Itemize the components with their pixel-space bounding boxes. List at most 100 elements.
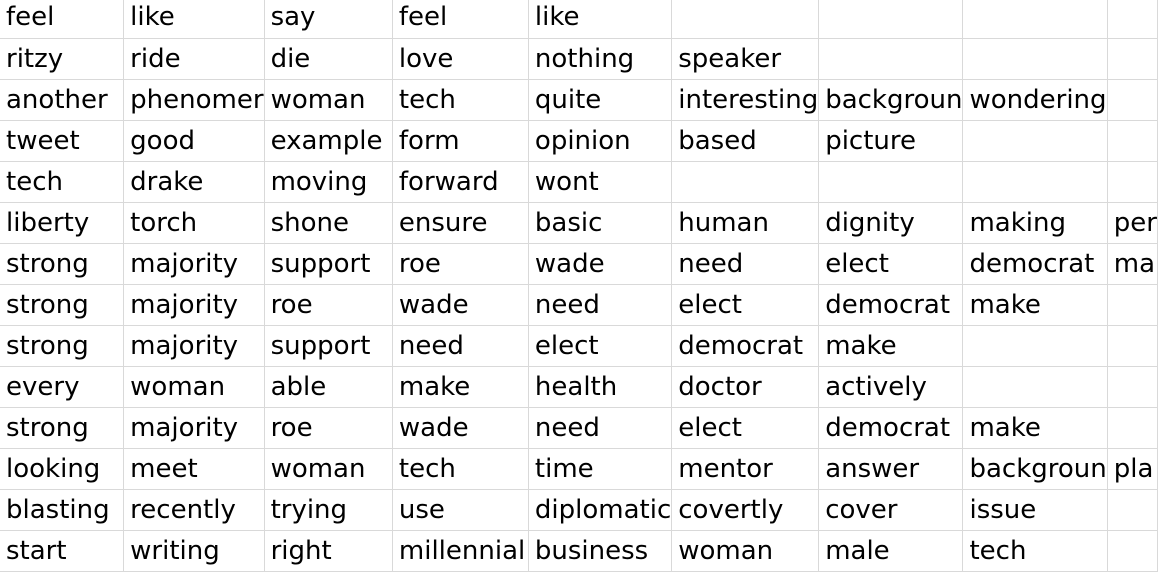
sheet-cell[interactable]: business <box>528 530 673 572</box>
sheet-cell[interactable]: basic <box>528 202 673 244</box>
sheet-cell[interactable]: make <box>962 407 1108 449</box>
sheet-cell[interactable]: say <box>264 0 393 39</box>
sheet-cell[interactable]: health <box>528 366 673 408</box>
sheet-cell[interactable]: support <box>264 243 393 285</box>
sheet-cell[interactable]: need <box>528 284 673 326</box>
sheet-cell[interactable]: meet <box>123 448 265 490</box>
sheet-cell[interactable] <box>962 38 1108 80</box>
sheet-cell[interactable]: every <box>0 366 125 408</box>
sheet-cell[interactable]: making <box>962 202 1108 244</box>
sheet-cell[interactable]: liberty <box>0 202 125 244</box>
sheet-cell[interactable]: drake <box>123 161 265 203</box>
sheet-cell[interactable] <box>1107 489 1158 531</box>
sheet-cell[interactable]: majority <box>123 325 265 367</box>
sheet-cell[interactable]: good <box>123 120 265 162</box>
sheet-cell[interactable]: democrat <box>818 407 964 449</box>
sheet-cell[interactable]: shone <box>264 202 393 244</box>
sheet-cell[interactable]: moving <box>264 161 393 203</box>
sheet-cell[interactable]: trying <box>264 489 393 531</box>
sheet-cell[interactable]: need <box>671 243 820 285</box>
sheet-cell[interactable]: strong <box>0 407 125 449</box>
sheet-cell[interactable]: dignity <box>818 202 964 244</box>
sheet-cell[interactable]: ritzy <box>0 38 125 80</box>
sheet-cell[interactable]: wade <box>392 284 529 326</box>
sheet-cell[interactable]: need <box>392 325 529 367</box>
sheet-cell[interactable]: quite <box>528 79 673 121</box>
sheet-cell[interactable]: woman <box>264 79 393 121</box>
sheet-cell[interactable]: elect <box>671 407 820 449</box>
sheet-cell[interactable]: make <box>818 325 964 367</box>
sheet-cell[interactable]: tech <box>392 79 529 121</box>
sheet-cell[interactable]: able <box>264 366 393 408</box>
sheet-cell[interactable]: human <box>671 202 820 244</box>
sheet-cell[interactable]: make <box>962 284 1108 326</box>
sheet-cell[interactable]: majority <box>123 243 265 285</box>
sheet-cell[interactable]: ensure <box>392 202 529 244</box>
sheet-cell[interactable]: strong <box>0 284 125 326</box>
sheet-cell[interactable]: tech <box>392 448 529 490</box>
sheet-cell[interactable] <box>671 0 820 39</box>
sheet-cell[interactable] <box>1107 284 1158 326</box>
sheet-cell[interactable]: majority <box>123 284 265 326</box>
sheet-cell[interactable]: start <box>0 530 125 572</box>
sheet-cell[interactable]: democrat <box>671 325 820 367</box>
sheet-cell[interactable]: based <box>671 120 820 162</box>
sheet-cell[interactable]: roe <box>392 243 529 285</box>
sheet-cell[interactable]: backgroun <box>818 79 964 121</box>
sheet-cell[interactable]: covertly <box>671 489 820 531</box>
sheet-cell[interactable]: male <box>818 530 964 572</box>
sheet-cell[interactable]: strong <box>0 243 125 285</box>
sheet-cell[interactable]: majority <box>123 407 265 449</box>
sheet-cell[interactable]: time <box>528 448 673 490</box>
sheet-cell[interactable]: elect <box>671 284 820 326</box>
sheet-cell[interactable]: wade <box>528 243 673 285</box>
sheet-cell[interactable]: wade <box>392 407 529 449</box>
sheet-cell[interactable] <box>1107 366 1158 408</box>
sheet-cell[interactable] <box>671 161 820 203</box>
sheet-cell[interactable]: support <box>264 325 393 367</box>
sheet-cell[interactable]: make <box>392 366 529 408</box>
sheet-cell[interactable]: backgroun <box>962 448 1108 490</box>
sheet-cell[interactable]: wont <box>528 161 673 203</box>
sheet-cell[interactable]: democrat <box>962 243 1108 285</box>
sheet-cell[interactable]: roe <box>264 284 393 326</box>
sheet-cell[interactable]: elect <box>818 243 964 285</box>
sheet-cell[interactable]: pla <box>1107 448 1158 490</box>
sheet-cell[interactable]: feel <box>392 0 529 39</box>
sheet-cell[interactable]: die <box>264 38 393 80</box>
sheet-cell[interactable]: blasting <box>0 489 125 531</box>
sheet-cell[interactable] <box>1107 38 1158 80</box>
sheet-cell[interactable]: doctor <box>671 366 820 408</box>
sheet-cell[interactable] <box>1107 161 1158 203</box>
sheet-cell[interactable]: ma <box>1107 243 1158 285</box>
sheet-cell[interactable] <box>1107 325 1158 367</box>
sheet-cell[interactable]: love <box>392 38 529 80</box>
sheet-cell[interactable] <box>1107 79 1158 121</box>
sheet-cell[interactable]: woman <box>671 530 820 572</box>
sheet-cell[interactable]: mentor <box>671 448 820 490</box>
sheet-cell[interactable]: democrat <box>818 284 964 326</box>
sheet-cell[interactable] <box>818 38 964 80</box>
sheet-cell[interactable]: elect <box>528 325 673 367</box>
sheet-cell[interactable]: diplomatic <box>528 489 673 531</box>
sheet-cell[interactable]: opinion <box>528 120 673 162</box>
sheet-cell[interactable]: interesting <box>671 79 820 121</box>
sheet-cell[interactable]: speaker <box>671 38 820 80</box>
sheet-cell[interactable]: right <box>264 530 393 572</box>
sheet-cell[interactable]: tech <box>962 530 1108 572</box>
sheet-cell[interactable]: millennial <box>392 530 529 572</box>
sheet-cell[interactable]: forward <box>392 161 529 203</box>
sheet-cell[interactable]: answer <box>818 448 964 490</box>
sheet-cell[interactable] <box>962 161 1108 203</box>
sheet-cell[interactable]: looking <box>0 448 125 490</box>
sheet-cell[interactable]: ride <box>123 38 265 80</box>
sheet-cell[interactable]: phenomer <box>123 79 265 121</box>
sheet-cell[interactable]: torch <box>123 202 265 244</box>
sheet-cell[interactable] <box>962 0 1108 39</box>
sheet-cell[interactable]: cover <box>818 489 964 531</box>
sheet-cell[interactable]: example <box>264 120 393 162</box>
sheet-cell[interactable]: another <box>0 79 125 121</box>
sheet-cell[interactable]: recently <box>123 489 265 531</box>
sheet-cell[interactable]: tweet <box>0 120 125 162</box>
sheet-cell[interactable]: woman <box>264 448 393 490</box>
